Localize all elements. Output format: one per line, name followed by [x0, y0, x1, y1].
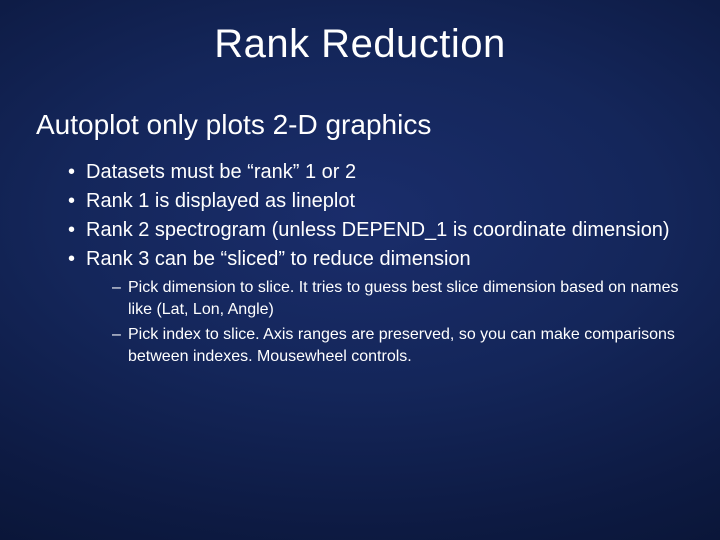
slide-subtitle: Autoplot only plots 2-D graphics — [36, 109, 680, 141]
bullet-item: Datasets must be “rank” 1 or 2 — [68, 159, 680, 186]
bullet-list: Datasets must be “rank” 1 or 2 Rank 1 is… — [40, 159, 680, 367]
sub-bullet-item: Pick dimension to slice. It tries to gue… — [112, 277, 680, 320]
bullet-text: Rank 2 spectrogram (unless DEPEND_1 is c… — [86, 219, 670, 241]
slide-title: Rank Reduction — [40, 22, 680, 67]
bullet-text: Rank 3 can be “sliced” to reduce dimensi… — [86, 248, 471, 270]
sub-bullet-list: Pick dimension to slice. It tries to gue… — [86, 277, 680, 367]
bullet-item: Rank 2 spectrogram (unless DEPEND_1 is c… — [68, 217, 680, 244]
sub-bullet-item: Pick index to slice. Axis ranges are pre… — [112, 324, 680, 367]
slide: Rank Reduction Autoplot only plots 2-D g… — [0, 0, 720, 540]
bullet-text: Datasets must be “rank” 1 or 2 — [86, 161, 356, 183]
bullet-item: Rank 1 is displayed as lineplot — [68, 188, 680, 215]
bullet-item: Rank 3 can be “sliced” to reduce dimensi… — [68, 246, 680, 367]
bullet-text: Rank 1 is displayed as lineplot — [86, 190, 355, 212]
